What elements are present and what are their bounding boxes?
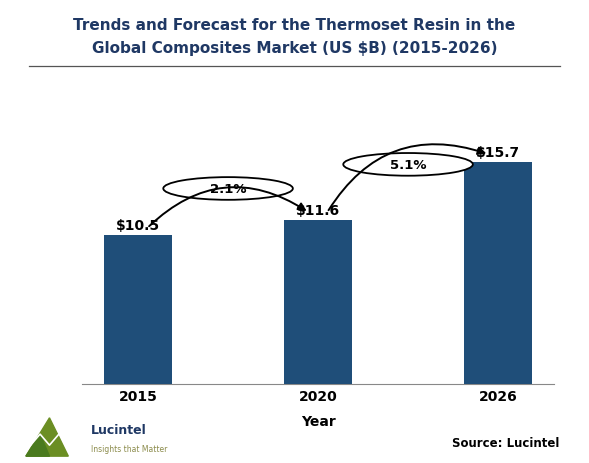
Polygon shape	[26, 434, 49, 456]
Ellipse shape	[163, 178, 293, 200]
Bar	[464, 162, 532, 384]
Text: $11.6: $11.6	[296, 203, 340, 217]
Text: $15.7: $15.7	[476, 145, 520, 159]
Text: Global Composites Market (US $B) (2015-2026): Global Composites Market (US $B) (2015-2…	[92, 41, 497, 56]
Ellipse shape	[343, 154, 473, 176]
Bar	[284, 220, 352, 384]
Text: Trends and Forecast for the Thermoset Resin in the: Trends and Forecast for the Thermoset Re…	[74, 18, 515, 33]
Text: $10.5: $10.5	[116, 219, 160, 233]
Text: Lucintel: Lucintel	[91, 423, 147, 436]
X-axis label: Year: Year	[301, 414, 335, 428]
Text: Source: Lucintel: Source: Lucintel	[452, 436, 560, 449]
Polygon shape	[26, 418, 68, 456]
Text: Insights that Matter: Insights that Matter	[91, 444, 168, 453]
Text: 2.1%: 2.1%	[210, 182, 246, 195]
Bar	[104, 236, 172, 384]
Text: 5.1%: 5.1%	[390, 158, 426, 171]
